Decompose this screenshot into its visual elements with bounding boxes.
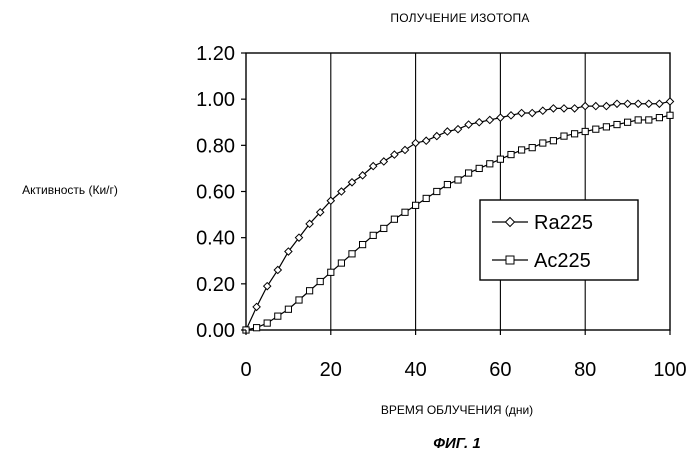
data-point-ac225 <box>635 117 641 123</box>
data-point-ac225 <box>285 306 291 312</box>
data-point-ac225 <box>529 145 535 151</box>
y-axis-label: Активность (Ки/г) <box>22 183 118 197</box>
data-point-ac225 <box>540 140 546 146</box>
data-point-ac225 <box>370 232 376 238</box>
data-point-ac225 <box>593 126 599 132</box>
data-point-ac225 <box>444 181 450 187</box>
data-point-ac225 <box>656 115 662 121</box>
x-tick-label: 100 <box>653 359 686 381</box>
data-point-ac225 <box>646 117 652 123</box>
data-point-ac225 <box>413 202 419 208</box>
data-point-ac225 <box>349 251 355 257</box>
legend: Ra225 Ac225 <box>480 200 638 280</box>
y-tick-label: 0.80 <box>196 135 235 157</box>
x-axis-label: ВРЕМЯ ОБЛУЧЕНИЯ (дни) <box>381 403 533 417</box>
data-point-ac225 <box>254 325 260 331</box>
data-point-ac225 <box>550 138 556 144</box>
data-point-ac225 <box>307 288 313 294</box>
data-point-ac225 <box>296 297 302 303</box>
data-point-ac225 <box>275 313 281 319</box>
data-point-ac225 <box>402 209 408 215</box>
data-point-ac225 <box>497 156 503 162</box>
data-point-ac225 <box>519 147 525 153</box>
chart-title: ПОЛУЧЕНИЕ ИЗОТОПА <box>390 11 529 25</box>
data-point-ac225 <box>582 128 588 134</box>
y-tick-label: 0.00 <box>196 320 235 342</box>
legend-marker-ac225 <box>506 256 514 264</box>
legend-label-ac225: Ac225 <box>534 250 591 272</box>
data-point-ac225 <box>561 133 567 139</box>
x-tick-label: 80 <box>574 359 596 381</box>
data-point-ac225 <box>455 177 461 183</box>
data-point-ac225 <box>328 269 334 275</box>
data-point-ac225 <box>317 278 323 284</box>
data-point-ac225 <box>466 170 472 176</box>
data-point-ac225 <box>614 121 620 127</box>
y-tick-label: 0.20 <box>196 274 235 296</box>
data-point-ac225 <box>625 119 631 125</box>
data-point-ac225 <box>338 260 344 266</box>
data-point-ac225 <box>423 195 429 201</box>
data-point-ac225 <box>487 161 493 167</box>
y-tick-label: 0.60 <box>196 182 235 204</box>
x-tick-label: 60 <box>489 359 511 381</box>
data-point-ac225 <box>667 112 673 118</box>
data-point-ac225 <box>434 188 440 194</box>
x-tick-label: 40 <box>404 359 426 381</box>
data-point-ac225 <box>572 131 578 137</box>
data-point-ac225 <box>381 225 387 231</box>
y-tick-label: 1.00 <box>196 89 235 111</box>
data-point-ac225 <box>476 165 482 171</box>
legend-label-ra225: Ra225 <box>534 212 593 234</box>
y-tick-label: 1.20 <box>196 43 235 65</box>
x-tick-label: 0 <box>240 359 251 381</box>
data-point-ac225 <box>603 124 609 130</box>
figure-caption: ФИГ. 1 <box>433 435 480 452</box>
x-tick-label: 20 <box>320 359 342 381</box>
data-point-ac225 <box>360 241 366 247</box>
y-tick-label: 0.40 <box>196 228 235 250</box>
data-point-ac225 <box>264 320 270 326</box>
data-point-ac225 <box>391 216 397 222</box>
data-point-ac225 <box>508 151 514 157</box>
